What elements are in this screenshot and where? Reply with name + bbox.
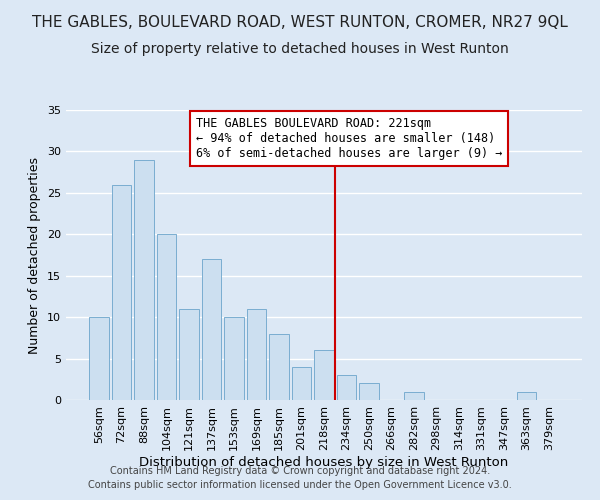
Bar [112,184,131,400]
Y-axis label: Number of detached properties: Number of detached properties [28,156,41,354]
Text: Contains HM Land Registry data © Crown copyright and database right 2024.
Contai: Contains HM Land Registry data © Crown c… [88,466,512,490]
Bar [89,317,109,400]
Bar [224,317,244,400]
Text: THE GABLES, BOULEVARD ROAD, WEST RUNTON, CROMER, NR27 9QL: THE GABLES, BOULEVARD ROAD, WEST RUNTON,… [32,15,568,30]
Bar [292,367,311,400]
Bar [517,392,536,400]
X-axis label: Distribution of detached houses by size in West Runton: Distribution of detached houses by size … [139,456,509,468]
Bar [269,334,289,400]
Text: THE GABLES BOULEVARD ROAD: 221sqm
← 94% of detached houses are smaller (148)
6% : THE GABLES BOULEVARD ROAD: 221sqm ← 94% … [196,116,502,160]
Text: Size of property relative to detached houses in West Runton: Size of property relative to detached ho… [91,42,509,56]
Bar [134,160,154,400]
Bar [404,392,424,400]
Bar [247,309,266,400]
Bar [179,309,199,400]
Bar [337,375,356,400]
Bar [359,384,379,400]
Bar [157,234,176,400]
Bar [314,350,334,400]
Bar [202,259,221,400]
